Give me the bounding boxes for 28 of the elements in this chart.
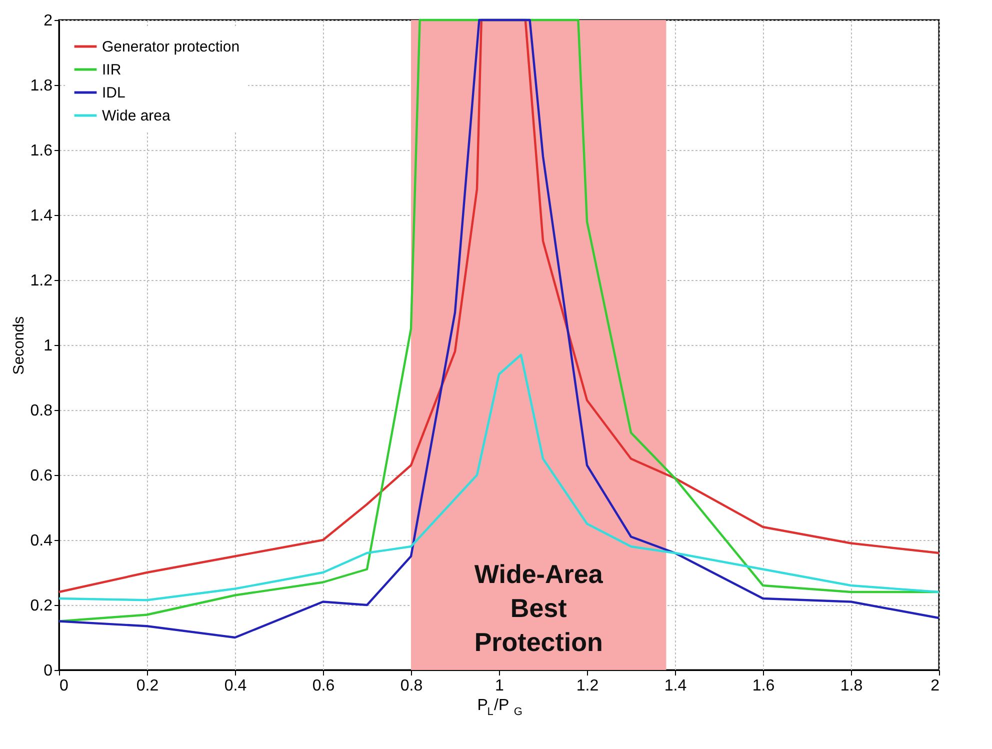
y-tick-label: 1.4 — [30, 208, 53, 224]
y-tick-label: 1.2 — [30, 272, 53, 290]
y-tick-label: 1 — [44, 338, 53, 354]
y-tick-label: 0.4 — [30, 532, 53, 550]
y-tick-label: 2 — [44, 12, 53, 30]
legend-label: IDL — [102, 84, 126, 102]
y-tick-label: 0.8 — [30, 402, 53, 420]
y-tick-label: 0.2 — [30, 598, 53, 614]
y-tick-label: 1.6 — [30, 142, 53, 160]
legend-label: IIR — [102, 62, 122, 78]
legend-label: Generator protection — [102, 38, 240, 56]
band-label: Wide-Area Best Protection — [474, 559, 604, 657]
x-tick-label: 0.2 — [136, 678, 159, 694]
x-tick-label: 0.6 — [312, 678, 335, 694]
x-tick-label: 1.4 — [664, 678, 687, 694]
y-tick-label: 1.8 — [30, 78, 53, 94]
x-tick-label: 0 — [60, 678, 68, 694]
y-tick-label: 0 — [44, 662, 53, 680]
x-tick-label: 1.6 — [752, 678, 775, 694]
x-tick-label: 0.4 — [224, 678, 247, 694]
legend-label: Wide area — [102, 108, 172, 124]
x-tick-label: 2 — [930, 678, 940, 694]
x-tick-label: 0.8 — [400, 678, 423, 694]
y-tick-label: 0.6 — [30, 468, 53, 484]
y-axis-title: Seconds — [10, 316, 28, 375]
x-tick-label: 1 — [495, 678, 504, 694]
x-tick-label: 1.2 — [576, 678, 599, 694]
x-tick-label: 1.8 — [840, 678, 863, 694]
